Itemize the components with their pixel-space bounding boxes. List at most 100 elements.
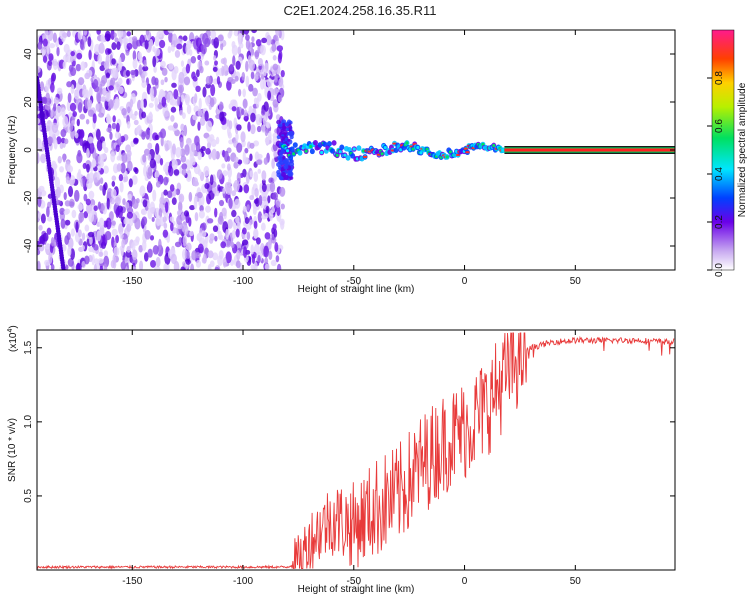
noise-blob — [167, 125, 174, 131]
noise-blob — [272, 88, 279, 96]
noise-blob — [166, 190, 173, 199]
noise-blob — [246, 231, 251, 241]
transition-blob — [278, 123, 283, 128]
noise-blob — [229, 30, 233, 37]
spectrogram-y-ticks: -40 -20 0 20 40 — [23, 48, 675, 253]
noise-blob — [164, 110, 170, 121]
noise-blob — [98, 251, 104, 257]
band-mid — [320, 150, 324, 155]
noise-blob — [39, 81, 45, 92]
noise-blob — [277, 94, 283, 103]
noise-blob — [237, 88, 242, 97]
noise-blob — [153, 66, 157, 73]
noise-blob — [248, 83, 254, 92]
noise-blob — [158, 238, 162, 251]
noise-blob — [235, 228, 240, 238]
noise-blob — [155, 256, 161, 268]
noise-blob — [244, 217, 250, 224]
band-mid — [445, 155, 449, 159]
noise-blob — [180, 123, 185, 131]
band-mid — [285, 149, 290, 153]
noise-blob — [126, 245, 131, 253]
y-tick-label: 1.5 — [23, 340, 34, 354]
noise-blob — [62, 153, 66, 163]
noise-blob — [97, 53, 102, 65]
noise-blob — [235, 132, 239, 142]
noise-blob — [201, 222, 207, 231]
noise-blob — [235, 60, 241, 70]
noise-blob — [242, 227, 247, 235]
noise-blob — [271, 158, 275, 169]
noise-blob — [236, 172, 241, 183]
noise-blob — [230, 241, 235, 249]
noise-blob — [167, 165, 172, 174]
noise-blob — [236, 106, 240, 118]
noise-blob — [277, 52, 282, 64]
noise-blob — [251, 36, 255, 43]
transition-blob — [287, 171, 294, 177]
noise-blob — [223, 64, 229, 77]
noise-blob — [160, 90, 166, 97]
noise-blob — [143, 148, 151, 156]
noise-blob — [67, 258, 74, 267]
noise-blob — [67, 237, 74, 250]
noise-blob — [159, 158, 164, 166]
noise-blob — [179, 110, 184, 116]
noise-blob — [84, 224, 90, 232]
noise-blob — [170, 106, 177, 113]
y-tick-label: -40 — [23, 238, 34, 253]
noise-blob — [87, 109, 95, 117]
noise-blob — [64, 138, 69, 145]
noise-blob — [196, 69, 200, 78]
noise-blob — [241, 239, 249, 246]
noise-blob — [170, 44, 175, 52]
noise-blob — [245, 39, 251, 50]
noise-blob — [100, 96, 107, 102]
noise-blob — [197, 108, 203, 117]
noise-blob — [207, 250, 214, 259]
noise-blob — [119, 231, 124, 240]
noise-blob — [77, 102, 83, 113]
noise-blob — [262, 78, 267, 90]
noise-blob — [234, 75, 239, 82]
noise-blob — [147, 248, 153, 258]
noise-blob — [64, 200, 71, 207]
noise-blob — [50, 74, 55, 85]
noise-blob — [147, 153, 152, 161]
noise-blob — [257, 57, 263, 67]
noise-blob — [81, 232, 86, 241]
noise-blob — [119, 181, 124, 193]
noise-blob — [216, 169, 223, 180]
noise-blob — [55, 105, 62, 117]
noise-blob — [272, 223, 277, 231]
band-mid — [292, 152, 296, 156]
band-outer — [309, 148, 315, 155]
noise-blob — [229, 63, 234, 72]
noise-blob — [142, 98, 148, 108]
noise-blob — [253, 97, 258, 105]
noise-blob — [176, 95, 181, 106]
noise-blob — [102, 87, 107, 97]
noise-blob — [93, 243, 99, 251]
noise-blob — [253, 229, 258, 239]
noise-blob — [231, 44, 238, 56]
noise-blob — [227, 131, 232, 139]
noise-blob — [183, 124, 188, 137]
noise-blob — [52, 58, 58, 71]
noise-blob — [96, 30, 101, 35]
noise-blob — [213, 55, 217, 61]
colorbar-tick-label: 0.8 — [714, 71, 725, 85]
noise-blob — [99, 265, 104, 270]
noise-blob — [115, 234, 119, 244]
noise-blob — [221, 124, 228, 130]
noise-blob — [258, 195, 263, 206]
noise-blob — [104, 30, 111, 42]
noise-blob — [255, 38, 262, 47]
noise-blob — [62, 61, 67, 70]
noise-blob — [79, 113, 86, 120]
noise-blob — [256, 125, 262, 133]
noise-blob — [180, 94, 185, 103]
noise-blob — [127, 160, 133, 172]
noise-blob — [275, 255, 280, 263]
noise-blob — [201, 257, 207, 264]
